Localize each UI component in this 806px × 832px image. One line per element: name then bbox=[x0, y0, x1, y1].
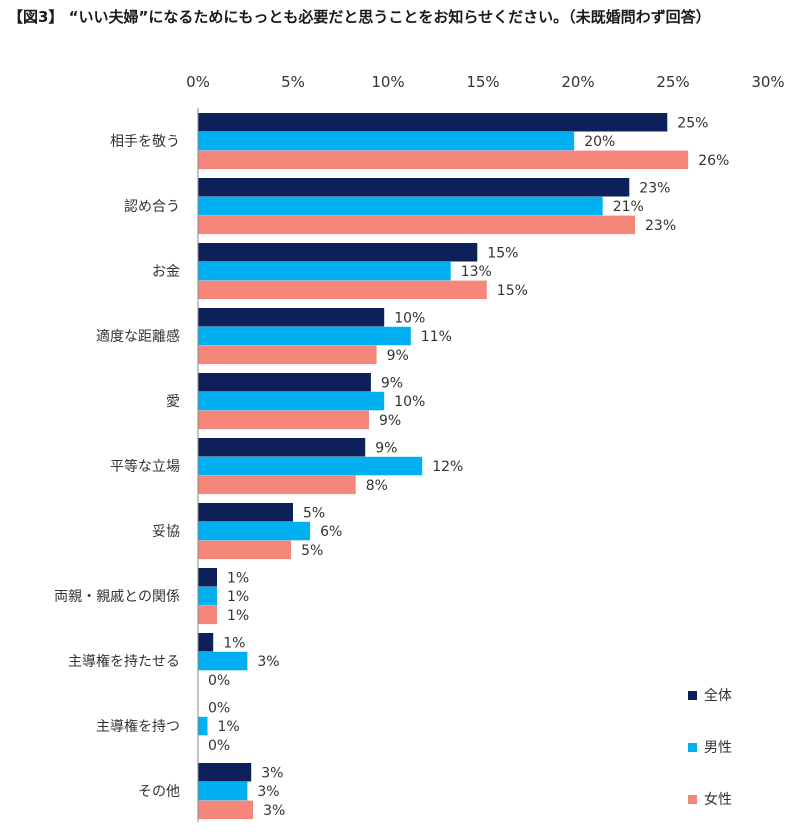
bar-男性 bbox=[198, 391, 385, 411]
category-label: 両親・親戚との関係 bbox=[54, 589, 180, 605]
data-label: 20% bbox=[584, 134, 615, 150]
bar-男性 bbox=[198, 781, 248, 801]
x-tick-label: 0% bbox=[186, 73, 210, 91]
bars: 25%20%26%23%21%23%15%13%15%10%11%9%9%10%… bbox=[198, 113, 729, 820]
category-label: お金 bbox=[152, 264, 180, 280]
bar-男性 bbox=[198, 261, 451, 281]
bar-全体 bbox=[198, 503, 293, 522]
category-label: 適度な距離感 bbox=[96, 328, 180, 345]
legend-label: 男性 bbox=[704, 740, 732, 756]
data-label: 9% bbox=[379, 413, 401, 429]
bar-全体 bbox=[198, 243, 478, 262]
data-label: 5% bbox=[303, 505, 325, 521]
data-label: 23% bbox=[645, 218, 676, 234]
data-label: 11% bbox=[421, 329, 452, 345]
data-label: 21% bbox=[613, 199, 644, 215]
data-label: 15% bbox=[487, 245, 518, 261]
x-tick-label: 20% bbox=[561, 73, 594, 91]
legend-label: 全体 bbox=[704, 687, 732, 704]
bar-全体 bbox=[198, 373, 371, 392]
bar-女性 bbox=[198, 605, 217, 625]
bar-全体 bbox=[198, 308, 385, 327]
data-label: 26% bbox=[698, 153, 729, 169]
category-labels: 相手を敬う認め合うお金適度な距離感愛平等な立場妥協両親・親戚との関係主導権を持た… bbox=[54, 134, 180, 800]
bar-男性 bbox=[198, 196, 603, 216]
x-tick-label: 30% bbox=[751, 73, 784, 91]
bar-全体 bbox=[198, 633, 214, 652]
data-label: 3% bbox=[261, 765, 283, 781]
bar-女性 bbox=[198, 150, 689, 170]
bar-男性 bbox=[198, 326, 411, 346]
category-label: 主導権を持つ bbox=[96, 718, 180, 735]
data-label: 0% bbox=[208, 738, 230, 754]
bar-全体 bbox=[198, 113, 668, 132]
data-label: 9% bbox=[387, 348, 409, 364]
x-axis-ticks: 0% 5% 10% 15% 20% 25% 30% bbox=[186, 73, 785, 91]
data-label: 9% bbox=[381, 375, 403, 391]
legend-swatch bbox=[688, 691, 697, 700]
x-tick-label: 15% bbox=[466, 73, 499, 91]
data-label: 1% bbox=[227, 589, 249, 605]
data-label: 3% bbox=[263, 803, 285, 819]
data-label: 15% bbox=[497, 283, 528, 299]
bar-女性 bbox=[198, 410, 369, 430]
data-label: 12% bbox=[432, 459, 463, 475]
legend-swatch bbox=[688, 743, 697, 752]
data-label: 1% bbox=[227, 608, 249, 624]
data-label: 1% bbox=[223, 635, 245, 651]
data-label: 23% bbox=[639, 180, 670, 196]
x-tick-label: 25% bbox=[656, 73, 689, 91]
legend-swatch bbox=[688, 795, 697, 804]
data-label: 3% bbox=[257, 784, 279, 800]
bar-全体 bbox=[198, 178, 630, 197]
category-label: 認め合う bbox=[124, 199, 180, 215]
data-label: 8% bbox=[366, 478, 388, 494]
data-label: 9% bbox=[375, 440, 397, 456]
bar-男性 bbox=[198, 131, 575, 151]
category-label: 相手を敬う bbox=[110, 134, 180, 150]
category-label: 愛 bbox=[166, 394, 180, 410]
category-label: 妥協 bbox=[152, 524, 180, 540]
data-label: 0% bbox=[208, 700, 230, 716]
bar-女性 bbox=[198, 540, 292, 560]
bar-全体 bbox=[198, 568, 217, 587]
bar-全体 bbox=[198, 763, 252, 782]
category-label: 平等な立場 bbox=[110, 458, 180, 475]
bar-男性 bbox=[198, 716, 208, 736]
data-label: 10% bbox=[394, 394, 425, 410]
bar-女性 bbox=[198, 800, 254, 820]
data-label: 13% bbox=[461, 264, 492, 280]
bar-女性 bbox=[198, 215, 635, 235]
data-label: 3% bbox=[257, 654, 279, 670]
data-label: 10% bbox=[394, 310, 425, 326]
data-label: 25% bbox=[677, 115, 708, 131]
category-label: その他 bbox=[138, 784, 180, 800]
bar-女性 bbox=[198, 345, 377, 365]
bar-男性 bbox=[198, 586, 217, 606]
data-label: 0% bbox=[208, 673, 230, 689]
x-tick-label: 5% bbox=[281, 73, 305, 91]
data-label: 1% bbox=[218, 719, 240, 735]
bar-男性 bbox=[198, 651, 248, 671]
bar-女性 bbox=[198, 280, 487, 300]
chart-title: 【図3】 “いい夫婦”になるためにもっとも必要だと思うことをお知らせください。（… bbox=[8, 8, 711, 26]
data-label: 6% bbox=[320, 524, 342, 540]
bar-男性 bbox=[198, 456, 423, 476]
bar-女性 bbox=[198, 475, 356, 495]
legend-label: 女性 bbox=[704, 791, 732, 808]
category-label: 主導権を持たせる bbox=[68, 653, 180, 670]
data-label: 1% bbox=[227, 570, 249, 586]
bar-全体 bbox=[198, 438, 366, 457]
data-label: 5% bbox=[301, 543, 323, 559]
x-tick-label: 10% bbox=[371, 73, 404, 91]
bar-男性 bbox=[198, 521, 311, 541]
